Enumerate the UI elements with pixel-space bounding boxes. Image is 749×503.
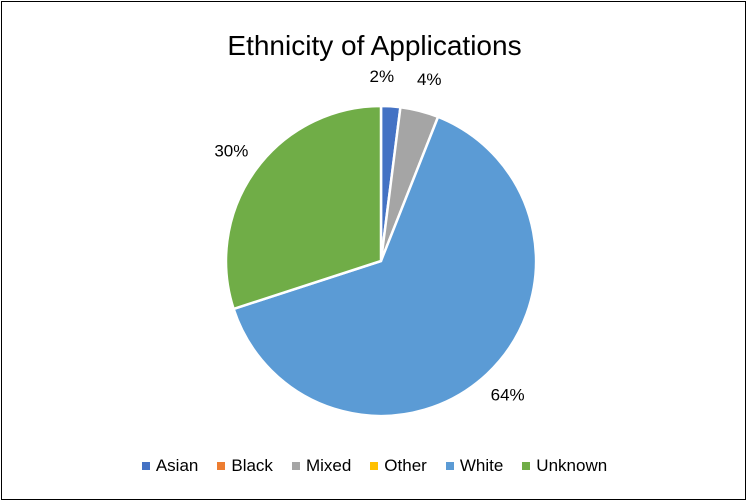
- legend-label-black: Black: [231, 456, 273, 475]
- legend-item-white: White: [445, 456, 504, 476]
- pie-slice-white: [232, 115, 538, 418]
- legend-swatch-mixed: [291, 462, 300, 470]
- legend-swatch-asian: [141, 462, 150, 470]
- legend-label-mixed: Mixed: [305, 456, 352, 475]
- legend-swatch-black: [217, 462, 226, 470]
- legend-item-other: Other: [370, 456, 427, 476]
- legend-label-unknown: Unknown: [536, 456, 608, 475]
- data-label-white: 64%: [491, 385, 525, 404]
- pie-slice-unknown: [224, 104, 383, 311]
- legend-swatch-unknown: [522, 462, 531, 470]
- legend-item-unknown: Unknown: [522, 456, 607, 476]
- legend-swatch-other: [370, 462, 379, 470]
- data-label-mixed: 4%: [417, 70, 442, 89]
- legend-label-asian: Asian: [155, 456, 199, 475]
- legend-label-white: White: [459, 456, 504, 475]
- legend-swatch-white: [445, 462, 454, 470]
- legend: Asian Black Mixed Other White Unknown: [0, 456, 749, 476]
- data-label-unknown: 30%: [214, 142, 248, 161]
- data-label-asian: 2%: [370, 67, 395, 86]
- legend-item-black: Black: [217, 456, 273, 476]
- legend-item-asian: Asian: [141, 456, 199, 476]
- legend-item-mixed: Mixed: [291, 456, 352, 476]
- legend-label-other: Other: [384, 456, 427, 475]
- chart-title: Ethnicity of Applications: [227, 30, 522, 61]
